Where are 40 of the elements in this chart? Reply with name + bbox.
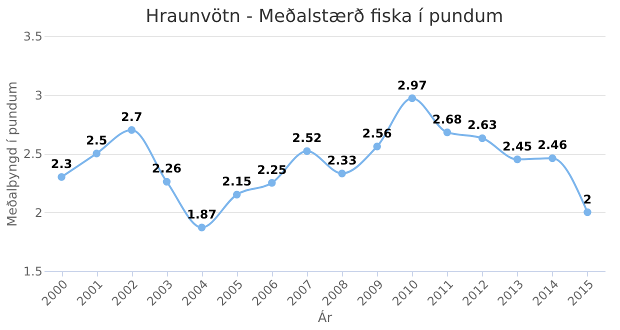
data-label: 2.46 — [538, 138, 568, 152]
y-tick-label: 3.5 — [23, 30, 42, 44]
chart-title: Hraunvötn - Meðalstærð fiska í pundum — [146, 6, 504, 27]
point — [408, 94, 416, 102]
point — [232, 190, 241, 198]
y-tick-label: 1.5 — [23, 264, 42, 278]
data-label: 2.5 — [86, 134, 108, 148]
point — [128, 126, 136, 134]
point — [548, 154, 556, 162]
data-label: 2.33 — [327, 153, 357, 168]
point — [584, 208, 592, 216]
point — [198, 224, 206, 232]
y-tick-label: 2.5 — [23, 147, 42, 161]
point — [303, 147, 311, 156]
data-label: 2.25 — [257, 162, 287, 177]
point — [92, 150, 100, 158]
data-label: 2.68 — [432, 112, 462, 126]
data-label: 2.52 — [292, 131, 322, 146]
point — [373, 142, 381, 150]
data-label: 2.63 — [467, 118, 498, 132]
data-label: 2.56 — [362, 126, 392, 140]
point — [338, 170, 346, 178]
data-label: 2.45 — [502, 139, 532, 154]
y-tick-label: 2 — [34, 206, 42, 220]
data-label: 2.26 — [152, 162, 182, 176]
y-tick-label: 3 — [34, 88, 42, 102]
data-label: 2.97 — [397, 78, 427, 92]
point — [58, 173, 66, 181]
data-label: 2.15 — [222, 174, 252, 189]
data-label: 2.7 — [121, 110, 142, 124]
point — [443, 128, 452, 136]
point — [513, 156, 522, 164]
data-label: 2 — [583, 192, 592, 206]
point — [268, 179, 276, 187]
data-label: 1.87 — [186, 208, 217, 222]
x-axis-title: Ár — [318, 308, 333, 326]
point — [478, 134, 486, 142]
y-axis-title: Meðalþyngd í pundum — [5, 81, 20, 227]
data-label: 2.3 — [50, 157, 72, 171]
point — [162, 178, 171, 186]
